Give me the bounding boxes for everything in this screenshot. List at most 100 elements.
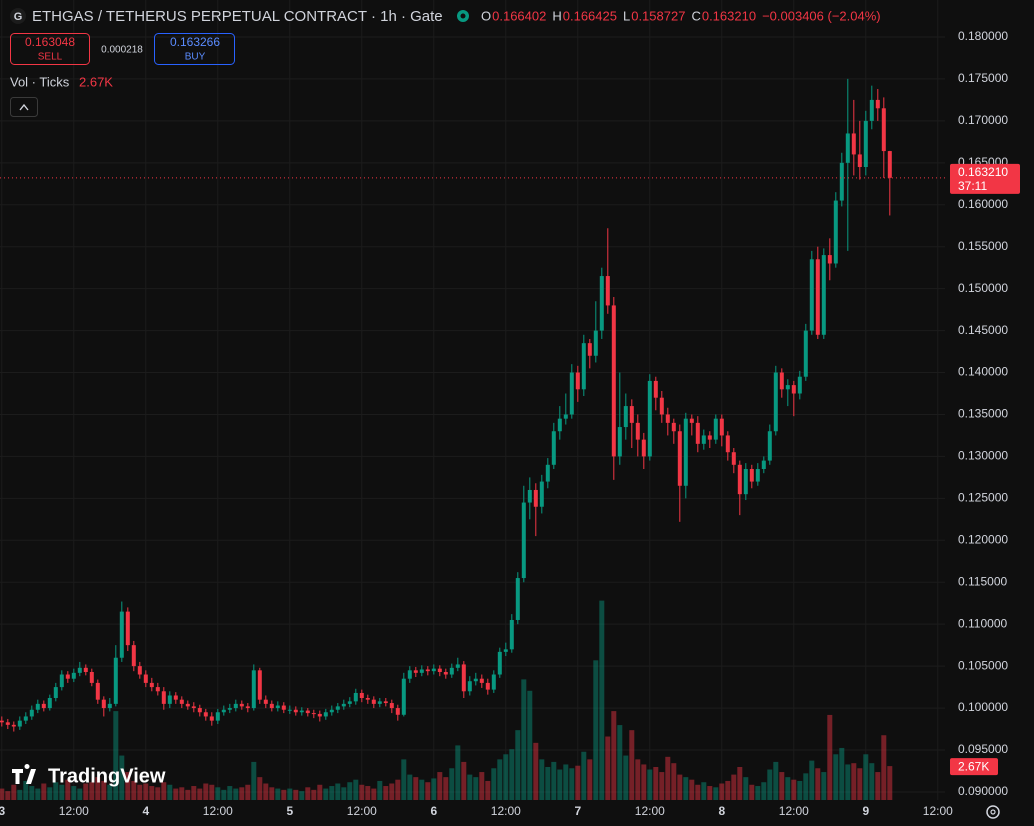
volume-bar: [605, 736, 611, 800]
volume-bar: [731, 774, 737, 800]
volume-bar: [131, 780, 137, 800]
x-tick-label: 12:00: [923, 804, 953, 818]
candle-body: [431, 668, 436, 672]
volume-bar: [773, 761, 779, 800]
volume-bar: [725, 780, 731, 800]
volume-bar: [401, 759, 407, 800]
volume-bar: [263, 783, 269, 800]
candle-body: [65, 674, 70, 679]
candle-body: [695, 422, 700, 444]
volume-bar: [179, 787, 185, 800]
candle-body: [731, 452, 736, 465]
volume-bar: [515, 730, 521, 800]
volume-bar: [47, 787, 53, 800]
candle-body: [839, 162, 844, 201]
volume-bar: [59, 784, 65, 800]
candle-body: [527, 489, 532, 503]
volume-legend-value: 2.67K: [79, 74, 113, 89]
settings-core: [990, 809, 996, 815]
ohlc-key: O: [481, 8, 491, 23]
volume-bar: [611, 711, 617, 800]
volume-bar: [335, 783, 341, 800]
volume-bar: [617, 725, 623, 800]
volume-tag-label: 2.67K: [958, 759, 989, 773]
candle-body: [209, 716, 214, 721]
volume-bar: [539, 759, 545, 800]
collapse-button[interactable]: [10, 97, 38, 117]
volume-bar: [719, 783, 725, 800]
candle-body: [761, 460, 766, 469]
volume-bar: [545, 766, 551, 800]
volume-bar: [29, 786, 35, 800]
status-dot-inner: [460, 13, 466, 19]
volume-bar: [557, 769, 563, 800]
candle-body: [173, 695, 178, 700]
candle-body: [545, 464, 550, 482]
candle-body: [485, 682, 490, 690]
volume-bar: [395, 779, 401, 800]
volume-bar: [161, 782, 167, 800]
volume-bar: [701, 782, 707, 800]
candle-body: [239, 703, 244, 707]
settings-icon[interactable]: [986, 805, 1000, 819]
candle-body: [539, 481, 544, 507]
volume-bar: [101, 780, 107, 800]
volume-bar: [377, 780, 383, 800]
volume-bar: [323, 788, 329, 800]
candle-body: [845, 133, 850, 163]
volume-bar: [437, 772, 443, 800]
candle-body: [785, 385, 790, 390]
y-tick-label: 0.090000: [958, 784, 1008, 798]
candle-body: [887, 151, 892, 178]
candle-body: [737, 464, 742, 495]
candle-body: [797, 376, 802, 394]
collapse-icon: [19, 103, 29, 111]
volume-bar: [371, 788, 377, 800]
x-tick-label: 12:00: [491, 804, 521, 818]
volume-bar: [575, 765, 581, 800]
sell-button[interactable]: [10, 33, 90, 65]
volume-bar: [569, 768, 575, 800]
candle-body: [161, 691, 166, 704]
candle-body: [227, 708, 232, 710]
y-tick-label: 0.130000: [958, 449, 1008, 463]
volume-bar: [599, 600, 605, 800]
candle-body: [809, 259, 814, 331]
volume-bar: [407, 774, 413, 800]
candle-body: [71, 672, 76, 679]
ohlc-value: 0.158727: [631, 8, 685, 23]
volume-bar: [503, 754, 509, 800]
candle-body: [179, 699, 184, 704]
volume-bar: [413, 777, 419, 800]
candle-body: [635, 422, 640, 440]
y-tick-label: 0.150000: [958, 281, 1008, 295]
y-tick-label: 0.125000: [958, 491, 1008, 505]
volume-bar: [353, 779, 359, 800]
ohlc-key: H: [552, 8, 561, 23]
candle-body: [101, 699, 106, 709]
volume-bar: [497, 759, 503, 800]
candle-body: [23, 716, 28, 721]
candle-body: [119, 611, 124, 658]
ohlc-value: 0.163210: [702, 8, 756, 23]
volume-bar: [311, 789, 317, 800]
volume-bar: [209, 784, 215, 800]
candle-body: [647, 380, 652, 457]
candle-body: [389, 703, 394, 709]
candle-body: [569, 372, 574, 415]
candle-body: [269, 703, 274, 709]
candle-body: [449, 667, 454, 675]
volume-bar: [191, 786, 197, 800]
buy-button[interactable]: [154, 33, 235, 65]
volume-bar: [455, 745, 461, 800]
candle-body: [593, 330, 598, 356]
candle-body: [323, 712, 328, 717]
candle-body: [407, 670, 412, 679]
volume-bar: [0, 788, 5, 800]
symbol-icon: [10, 8, 26, 24]
volume-bar: [767, 769, 773, 800]
candle-body: [395, 708, 400, 715]
y-tick-label: 0.170000: [958, 113, 1008, 127]
candle-body: [701, 435, 706, 444]
volume-bar: [533, 742, 539, 800]
